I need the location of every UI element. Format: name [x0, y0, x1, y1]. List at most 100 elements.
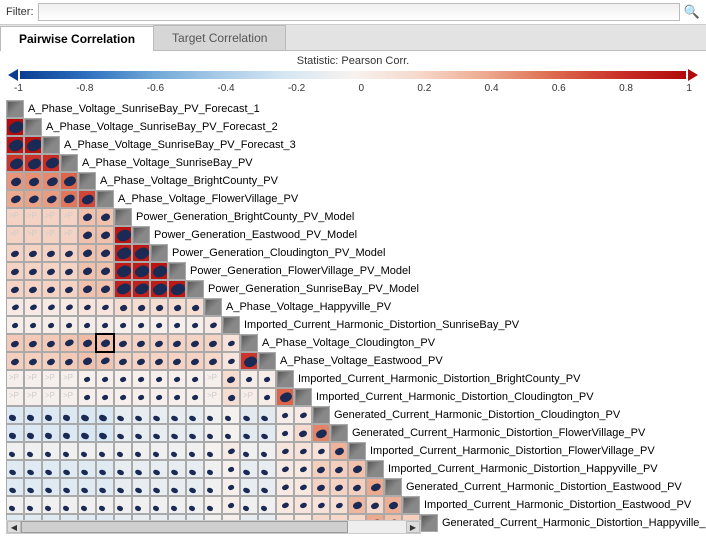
correlation-cell[interactable]: [240, 496, 258, 514]
correlation-cell[interactable]: >P: [24, 388, 42, 406]
correlation-cell[interactable]: [168, 388, 186, 406]
correlation-cell[interactable]: [348, 496, 366, 514]
correlation-cell[interactable]: [6, 460, 24, 478]
correlation-cell[interactable]: [24, 172, 42, 190]
correlation-cell[interactable]: [6, 334, 24, 352]
correlation-cell[interactable]: [24, 442, 42, 460]
correlation-cell[interactable]: >P: [6, 208, 24, 226]
correlation-cell[interactable]: [96, 226, 114, 244]
correlation-cell[interactable]: [24, 190, 42, 208]
correlation-cell[interactable]: [24, 154, 42, 172]
correlation-cell[interactable]: [114, 406, 132, 424]
correlation-cell[interactable]: [78, 352, 96, 370]
correlation-cell[interactable]: [168, 280, 186, 298]
correlation-cell[interactable]: >P: [42, 370, 60, 388]
scroll-track[interactable]: [21, 521, 406, 533]
correlation-cell[interactable]: [312, 460, 330, 478]
correlation-cell[interactable]: [132, 460, 150, 478]
correlation-cell[interactable]: [330, 460, 348, 478]
correlation-cell[interactable]: [24, 478, 42, 496]
correlation-cell[interactable]: [24, 244, 42, 262]
correlation-cell[interactable]: [186, 478, 204, 496]
correlation-cell[interactable]: [312, 496, 330, 514]
correlation-cell[interactable]: [24, 118, 42, 136]
correlation-cell[interactable]: [96, 190, 114, 208]
correlation-cell[interactable]: [258, 352, 276, 370]
correlation-cell[interactable]: [42, 460, 60, 478]
correlation-cell[interactable]: [150, 316, 168, 334]
correlation-cell[interactable]: [294, 496, 312, 514]
scroll-left-button[interactable]: ◀: [7, 521, 21, 533]
correlation-cell[interactable]: [6, 424, 24, 442]
correlation-cell[interactable]: [60, 496, 78, 514]
correlation-cell[interactable]: [42, 316, 60, 334]
correlation-cell[interactable]: [78, 298, 96, 316]
correlation-cell[interactable]: [204, 442, 222, 460]
variable-label[interactable]: A_Phase_Voltage_FlowerVillage_PV: [118, 193, 298, 205]
correlation-cell[interactable]: >P: [60, 226, 78, 244]
correlation-cell[interactable]: [78, 424, 96, 442]
correlation-cell[interactable]: >P: [24, 208, 42, 226]
correlation-cell[interactable]: [114, 352, 132, 370]
variable-label[interactable]: Imported_Current_Harmonic_Distortion_Sun…: [244, 319, 519, 331]
correlation-cell[interactable]: [222, 334, 240, 352]
correlation-cell[interactable]: [240, 334, 258, 352]
correlation-cell[interactable]: [132, 244, 150, 262]
correlation-cell[interactable]: [294, 406, 312, 424]
correlation-cell[interactable]: [312, 424, 330, 442]
correlation-cell[interactable]: [222, 316, 240, 334]
correlation-cell[interactable]: [24, 136, 42, 154]
correlation-cell[interactable]: [186, 460, 204, 478]
correlation-cell[interactable]: [186, 388, 204, 406]
correlation-cell[interactable]: [240, 460, 258, 478]
correlation-cell[interactable]: [150, 370, 168, 388]
correlation-cell[interactable]: [60, 280, 78, 298]
correlation-cell[interactable]: [42, 424, 60, 442]
correlation-cell[interactable]: [168, 370, 186, 388]
correlation-cell[interactable]: [6, 154, 24, 172]
correlation-cell[interactable]: [42, 496, 60, 514]
correlation-cell[interactable]: [6, 352, 24, 370]
correlation-cell[interactable]: [24, 352, 42, 370]
correlation-cell[interactable]: >P: [24, 370, 42, 388]
correlation-cell[interactable]: [6, 172, 24, 190]
correlation-cell[interactable]: [132, 298, 150, 316]
variable-label[interactable]: A_Phase_Voltage_SunriseBay_PV_Forecast_1: [28, 103, 260, 115]
correlation-cell[interactable]: [204, 478, 222, 496]
correlation-cell[interactable]: [6, 478, 24, 496]
correlation-cell[interactable]: [150, 478, 168, 496]
correlation-cell[interactable]: [78, 496, 96, 514]
correlation-cell[interactable]: [186, 442, 204, 460]
correlation-cell[interactable]: [276, 406, 294, 424]
correlation-cell[interactable]: [24, 298, 42, 316]
variable-label[interactable]: A_Phase_Voltage_SunriseBay_PV_Forecast_2: [46, 121, 278, 133]
correlation-cell[interactable]: [114, 334, 132, 352]
correlation-cell[interactable]: [150, 334, 168, 352]
correlation-cell[interactable]: [114, 226, 132, 244]
correlation-cell[interactable]: [96, 316, 114, 334]
correlation-cell[interactable]: [168, 298, 186, 316]
correlation-cell[interactable]: [150, 262, 168, 280]
tab-target-correlation[interactable]: Target Correlation: [153, 25, 286, 50]
correlation-cell[interactable]: [258, 370, 276, 388]
filter-input[interactable]: [38, 3, 680, 21]
correlation-cell[interactable]: [132, 406, 150, 424]
correlation-cell[interactable]: [186, 424, 204, 442]
correlation-cell[interactable]: [330, 424, 348, 442]
correlation-cell[interactable]: [42, 172, 60, 190]
correlation-cell[interactable]: [330, 478, 348, 496]
correlation-cell[interactable]: [96, 208, 114, 226]
correlation-cell[interactable]: [258, 442, 276, 460]
correlation-cell[interactable]: >P: [42, 388, 60, 406]
correlation-cell[interactable]: [24, 496, 42, 514]
correlation-cell[interactable]: [114, 244, 132, 262]
correlation-cell[interactable]: [186, 298, 204, 316]
correlation-cell[interactable]: [114, 442, 132, 460]
correlation-cell[interactable]: [78, 460, 96, 478]
correlation-cell[interactable]: [276, 496, 294, 514]
correlation-cell[interactable]: [132, 262, 150, 280]
correlation-cell[interactable]: [114, 298, 132, 316]
correlation-cell[interactable]: [96, 352, 114, 370]
correlation-cell[interactable]: [6, 136, 24, 154]
correlation-cell[interactable]: [132, 352, 150, 370]
